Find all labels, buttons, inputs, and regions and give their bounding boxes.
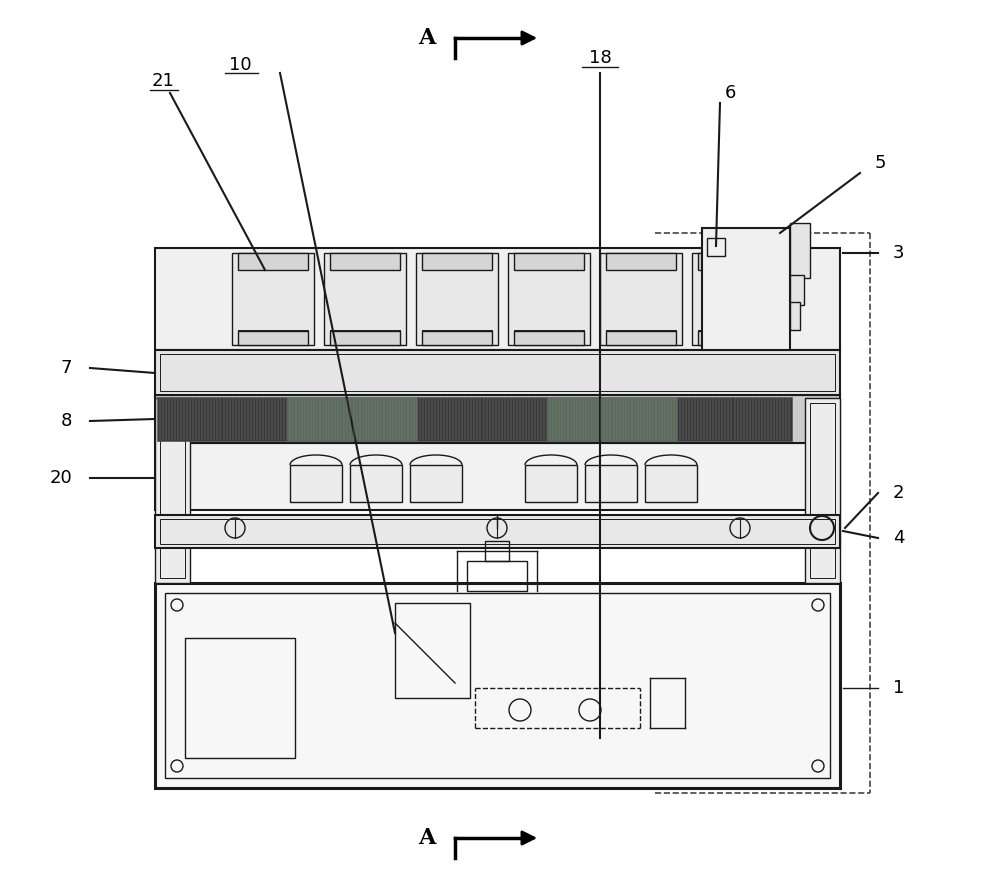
Bar [422, 331, 492, 345]
Bar [416, 253, 498, 345]
Bar [155, 398, 190, 583]
Bar [395, 603, 470, 698]
Bar [157, 397, 287, 441]
Bar [155, 443, 840, 510]
Bar [698, 331, 768, 345]
Bar [160, 519, 835, 544]
Bar [238, 253, 308, 270]
Bar [702, 228, 790, 350]
Bar [155, 395, 840, 443]
Bar [165, 593, 830, 778]
Bar [805, 398, 840, 583]
Bar [514, 253, 584, 270]
Bar [547, 397, 677, 441]
Bar [606, 253, 676, 270]
Text: 6: 6 [724, 84, 736, 102]
Bar [155, 515, 840, 548]
Bar [707, 238, 725, 256]
Bar [790, 223, 810, 278]
Bar [330, 253, 400, 270]
Bar [467, 561, 527, 591]
Bar [238, 331, 308, 345]
Bar [698, 253, 768, 270]
Bar [410, 465, 462, 502]
Text: A: A [418, 27, 435, 49]
Bar [525, 465, 577, 502]
Bar [790, 302, 800, 330]
Bar [514, 331, 584, 345]
Bar [185, 638, 295, 758]
Text: 18: 18 [589, 49, 611, 67]
Bar [790, 275, 804, 305]
Text: 4: 4 [893, 529, 904, 547]
Bar [155, 248, 840, 350]
Text: 5: 5 [875, 154, 887, 172]
Bar [330, 331, 400, 345]
Text: A: A [418, 827, 435, 849]
Bar [160, 403, 185, 578]
Text: 2: 2 [893, 484, 904, 502]
Bar [160, 354, 835, 391]
Bar [606, 331, 676, 345]
Text: 7: 7 [60, 359, 72, 377]
Bar [324, 253, 406, 345]
Bar [508, 253, 590, 345]
Bar [417, 397, 547, 441]
Text: 3: 3 [893, 244, 904, 262]
Bar [287, 397, 417, 441]
Bar [645, 465, 697, 502]
Bar [422, 253, 492, 270]
Bar [350, 465, 402, 502]
Bar [600, 253, 682, 345]
Bar [232, 253, 314, 345]
Text: 8: 8 [61, 412, 72, 430]
Bar [692, 253, 774, 345]
Bar [810, 403, 835, 578]
Bar [585, 465, 637, 502]
Text: 21: 21 [152, 72, 174, 90]
Bar [155, 583, 840, 788]
Text: 10: 10 [229, 56, 251, 74]
Bar [677, 397, 792, 441]
Bar [290, 465, 342, 502]
Text: 20: 20 [49, 469, 72, 487]
Text: 1: 1 [893, 679, 904, 697]
Bar [485, 541, 509, 561]
Bar [155, 350, 840, 395]
